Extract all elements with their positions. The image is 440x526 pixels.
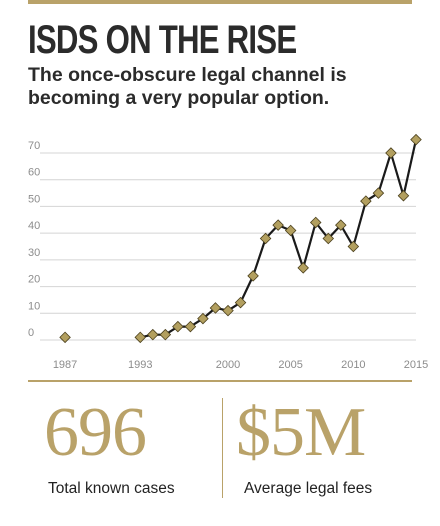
y-tick-label: 40	[28, 220, 40, 232]
x-tick-label: 2015	[404, 359, 428, 371]
stats-divider	[222, 398, 223, 498]
data-point-2012	[372, 187, 385, 199]
y-tick-label: 50	[28, 193, 40, 205]
data-point-2007	[309, 216, 322, 229]
data-point-2000	[222, 304, 234, 317]
y-tick-label: 10	[28, 300, 40, 312]
data-point-1998	[197, 312, 209, 325]
top-rule	[28, 0, 412, 4]
data-point-2014	[397, 189, 410, 202]
x-tick-label: 2005	[278, 359, 302, 371]
stat-total-cases-value: 696	[44, 394, 147, 471]
data-point-2011	[360, 195, 372, 207]
x-tick-label: 1993	[128, 359, 152, 371]
stat-legal-fees-label: Average legal fees	[244, 480, 373, 497]
y-tick-label: 0	[28, 327, 34, 339]
data-point-1987	[59, 331, 71, 344]
y-tick-label: 60	[28, 167, 40, 179]
data-point-2010	[347, 240, 360, 253]
data-point-2009	[335, 219, 347, 231]
data-point-1993	[134, 331, 147, 344]
data-point-2004	[272, 219, 284, 231]
data-point-2006	[297, 262, 309, 274]
data-point-2002	[247, 270, 259, 282]
data-point-2001	[234, 296, 247, 309]
data-point-2013	[385, 147, 397, 159]
data-point-2008	[322, 232, 335, 245]
x-tick-label: 2010	[341, 359, 365, 371]
data-point-2005	[284, 224, 297, 237]
page-subtitle: The once-obscure legal channel is becomi…	[28, 64, 347, 109]
x-tick-label: 2000	[216, 359, 240, 371]
y-tick-label: 20	[28, 274, 40, 286]
page-title: ISDS ON THE RISE	[28, 18, 297, 62]
stats-top-rule	[28, 380, 412, 382]
data-point-1994	[147, 328, 159, 341]
data-point-2015	[410, 133, 422, 146]
stat-legal-fees-value: $5M	[236, 394, 366, 471]
data-point-1997	[184, 320, 197, 333]
y-tick-label: 30	[28, 247, 40, 259]
series-line	[140, 139, 418, 339]
x-tick-label: 1987	[53, 359, 77, 371]
data-point-1999	[209, 302, 222, 314]
stat-total-cases-label: Total known cases	[48, 480, 175, 497]
data-point-1996	[172, 320, 184, 333]
data-point-2003	[259, 232, 272, 245]
data-point-1995	[159, 328, 172, 341]
y-tick-label: 70	[28, 140, 40, 152]
